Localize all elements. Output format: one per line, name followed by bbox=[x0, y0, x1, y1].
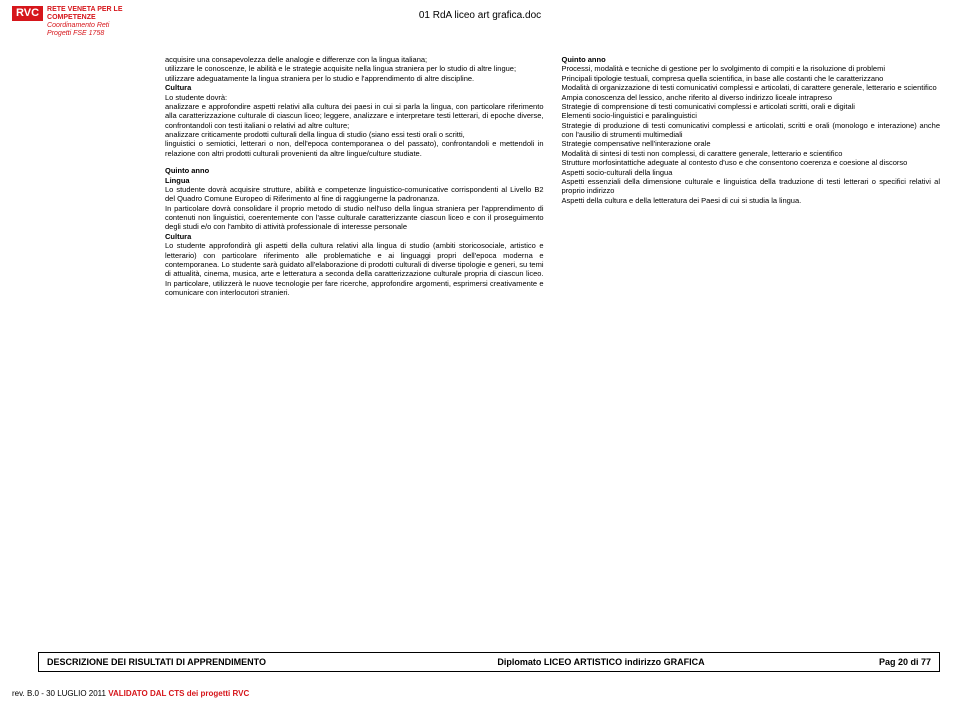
para: Principali tipologie testuali, compresa … bbox=[562, 74, 941, 83]
heading-lingua: Lingua bbox=[165, 176, 544, 185]
heading-cultura-2: Cultura bbox=[165, 232, 544, 241]
footer-left: DESCRIZIONE DEI RISULTATI DI APPRENDIMEN… bbox=[39, 653, 363, 671]
footer-mid: Diplomato LICEO ARTISTICO indirizzo GRAF… bbox=[363, 653, 839, 671]
para: Lo studente dovrà: bbox=[165, 93, 544, 102]
heading-cultura: Cultura bbox=[165, 83, 544, 92]
para: Modalità di sintesi di testi non comples… bbox=[562, 149, 941, 158]
para: linguistici o semiotici, letterari o non… bbox=[165, 139, 544, 158]
para: In particolare dovrà consolidare il prop… bbox=[165, 204, 544, 232]
heading-quinto-anno-r: Quinto anno bbox=[562, 55, 941, 64]
logo-line3: Coordinamento Reti bbox=[47, 22, 122, 30]
para: Modalità di organizzazione di testi comu… bbox=[562, 83, 941, 92]
doc-title: 01 RdA liceo art grafica.doc bbox=[0, 10, 960, 21]
para: Ampia conoscenza del lessico, anche rife… bbox=[562, 93, 941, 102]
para: Aspetti socio-culturali della lingua bbox=[562, 168, 941, 177]
revision-line: rev. B.0 - 30 LUGLIO 2011 VALIDATO DAL C… bbox=[12, 689, 249, 698]
para: Lo studente dovrà acquisire strutture, a… bbox=[165, 185, 544, 204]
right-column: Quinto anno Processi, modalità e tecnich… bbox=[562, 55, 941, 297]
para: Strategie compensative nell'interazione … bbox=[562, 139, 941, 148]
footer-table: DESCRIZIONE DEI RISULTATI DI APPRENDIMEN… bbox=[38, 652, 940, 672]
revision-prefix: rev. B.0 - 30 LUGLIO 2011 bbox=[12, 689, 108, 698]
footer-right: Pag 20 di 77 bbox=[839, 653, 939, 671]
left-column: acquisire una consapevolezza delle analo… bbox=[165, 55, 544, 297]
para: analizzare criticamente prodotti cultura… bbox=[165, 130, 544, 139]
spacer bbox=[165, 158, 544, 166]
para: Elementi socio-linguistici e paralinguis… bbox=[562, 111, 941, 120]
para: Aspetti essenziali della dimensione cult… bbox=[562, 177, 941, 196]
para: Lo studente approfondirà gli aspetti del… bbox=[165, 241, 544, 297]
para: utilizzare adeguatamente la lingua stran… bbox=[165, 74, 544, 83]
para: Strategie di produzione di testi comunic… bbox=[562, 121, 941, 140]
heading-quinto-anno: Quinto anno bbox=[165, 166, 544, 175]
para: utilizzare le conoscenze, le abilità e l… bbox=[165, 64, 544, 73]
para: Strutture morfosintattiche adeguate al c… bbox=[562, 158, 941, 167]
para: Aspetti della cultura e della letteratur… bbox=[562, 196, 941, 205]
para: analizzare e approfondire aspetti relati… bbox=[165, 102, 544, 130]
para: acquisire una consapevolezza delle analo… bbox=[165, 55, 544, 64]
content-row: acquisire una consapevolezza delle analo… bbox=[165, 55, 940, 297]
para: Strategie di comprensione di testi comun… bbox=[562, 102, 941, 111]
revision-validated: VALIDATO DAL CTS dei progetti RVC bbox=[108, 689, 249, 698]
para: Processi, modalità e tecniche di gestion… bbox=[562, 64, 941, 73]
logo-line4: Progetti FSE 1758 bbox=[47, 30, 122, 38]
